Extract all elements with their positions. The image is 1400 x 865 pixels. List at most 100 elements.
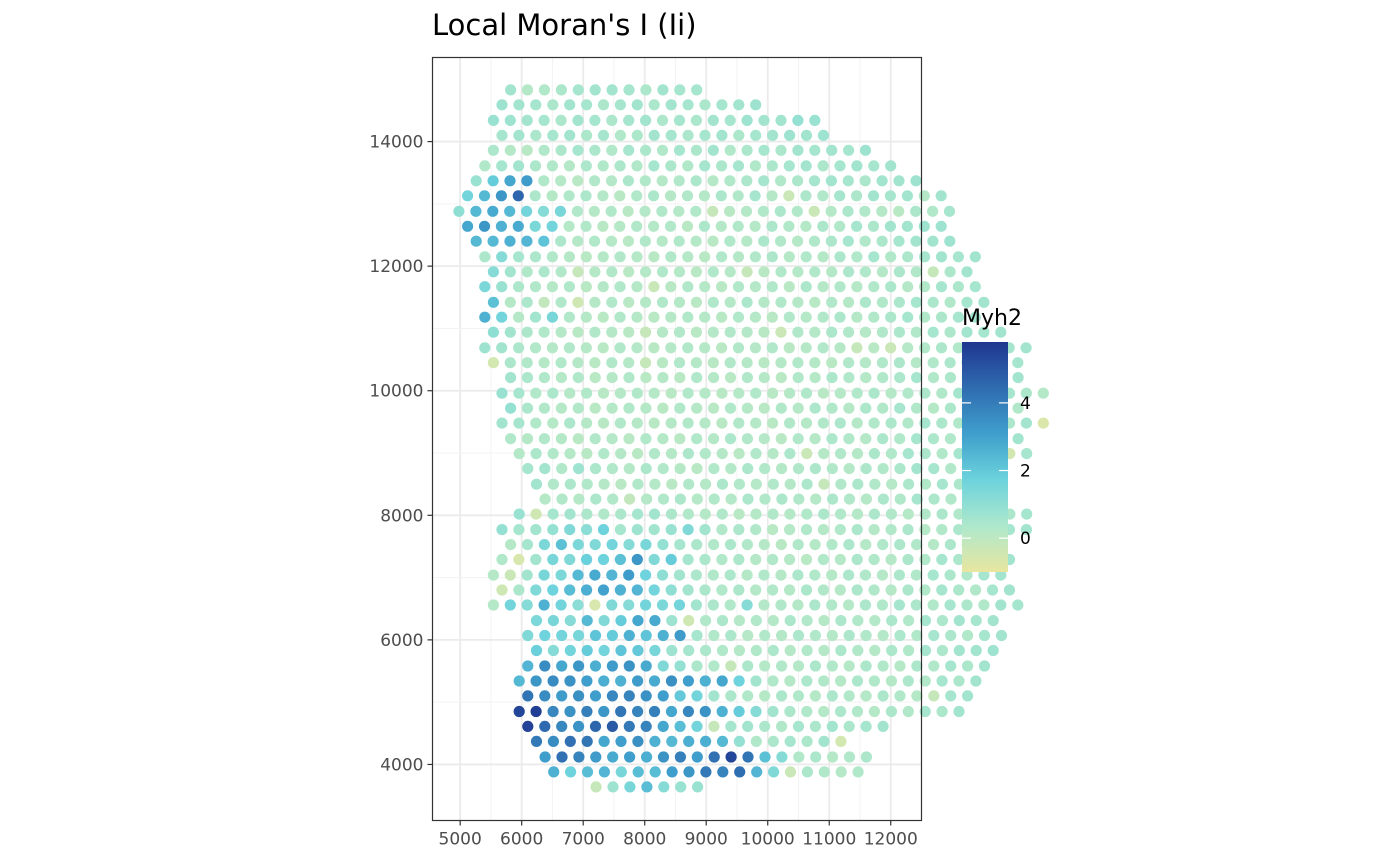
spot-point <box>801 644 813 657</box>
spot-point <box>581 508 593 520</box>
spot-point <box>783 251 795 263</box>
spot-point <box>487 326 499 338</box>
spot-point <box>851 448 864 460</box>
spot-point <box>868 281 880 293</box>
spot-point <box>716 448 728 460</box>
spot-point <box>623 660 635 672</box>
spot-point <box>555 326 567 338</box>
spot-point <box>935 220 947 232</box>
spot-point <box>640 433 652 445</box>
spot-point <box>860 493 873 505</box>
spot-point <box>860 660 872 672</box>
spot-point <box>758 539 770 551</box>
spot-point <box>708 539 720 551</box>
spot-point <box>682 584 694 596</box>
spot-point <box>665 160 677 172</box>
spot-point <box>554 205 567 217</box>
spot-point <box>572 296 584 308</box>
spot-point <box>589 326 601 338</box>
spot-point <box>800 281 812 293</box>
spot-point <box>715 190 727 202</box>
spot-point <box>605 235 618 247</box>
spot-point <box>683 478 695 490</box>
spot-point <box>801 448 813 460</box>
spot-point <box>776 463 788 475</box>
spot-point <box>504 357 516 369</box>
spot-point <box>724 402 737 414</box>
spot-point <box>631 584 643 596</box>
spot-point <box>835 508 847 520</box>
spot-point <box>835 705 847 718</box>
spot-point <box>893 175 905 187</box>
spot-point <box>783 160 795 172</box>
spot-point <box>564 615 576 627</box>
spot-point <box>970 615 982 627</box>
spot-point <box>783 281 795 293</box>
spot-point <box>978 569 990 581</box>
spot-point <box>699 342 711 354</box>
spot-point <box>733 524 745 536</box>
spot-point <box>903 615 915 627</box>
spot-point <box>902 508 914 520</box>
spot-point <box>699 448 711 460</box>
spot-point <box>732 190 744 202</box>
spot-point <box>733 553 745 566</box>
spot-point <box>699 387 711 399</box>
spot-point <box>648 508 661 520</box>
spot-point <box>826 433 838 445</box>
spot-point <box>953 524 965 536</box>
spot-point <box>521 235 533 247</box>
spot-point <box>521 599 533 611</box>
spot-point <box>657 629 669 642</box>
spot-point <box>598 705 610 718</box>
spot-point <box>707 144 719 156</box>
spot-point <box>767 705 779 718</box>
spot-point <box>622 175 635 187</box>
spot-point <box>792 372 804 384</box>
spot-point <box>665 281 677 293</box>
spot-point <box>589 402 601 414</box>
spot-point <box>843 493 856 505</box>
spot-point <box>742 463 754 475</box>
x-tick-label: 9000 <box>685 830 728 850</box>
spot-point <box>530 417 542 429</box>
spot-point <box>877 539 889 551</box>
spot-point <box>792 660 805 672</box>
spot-point <box>894 433 906 445</box>
spot-point <box>758 402 770 414</box>
spot-point <box>784 615 796 627</box>
spot-point <box>539 629 551 642</box>
spot-point <box>919 553 931 566</box>
spot-point <box>995 569 1007 581</box>
spot-point <box>606 539 618 551</box>
spot-point <box>665 387 677 399</box>
spot-point <box>911 660 923 672</box>
spot-point <box>927 266 939 278</box>
spot-point <box>868 675 881 687</box>
spot-point <box>818 615 830 627</box>
spot-point <box>717 766 729 778</box>
spot-point <box>530 675 542 687</box>
spot-point <box>538 144 550 156</box>
spot-point <box>691 629 703 642</box>
spot-point <box>927 569 939 581</box>
spot-point <box>597 281 609 293</box>
spot-point <box>818 735 830 748</box>
spot-point <box>809 539 821 551</box>
spot-point <box>530 644 543 657</box>
spot-point <box>750 615 762 627</box>
spot-point <box>724 296 736 308</box>
spot-point <box>657 402 669 414</box>
spot-point <box>775 235 787 247</box>
spot-point <box>750 417 762 429</box>
spot-point <box>918 190 930 202</box>
spot-point <box>843 539 855 551</box>
spot-point <box>834 342 846 354</box>
spot-point <box>656 266 669 278</box>
spot-point <box>699 417 711 429</box>
spot-point <box>835 735 847 748</box>
spot-point <box>513 705 525 718</box>
spot-point <box>673 326 686 338</box>
spot-point <box>648 675 661 687</box>
spot-point <box>826 720 838 733</box>
